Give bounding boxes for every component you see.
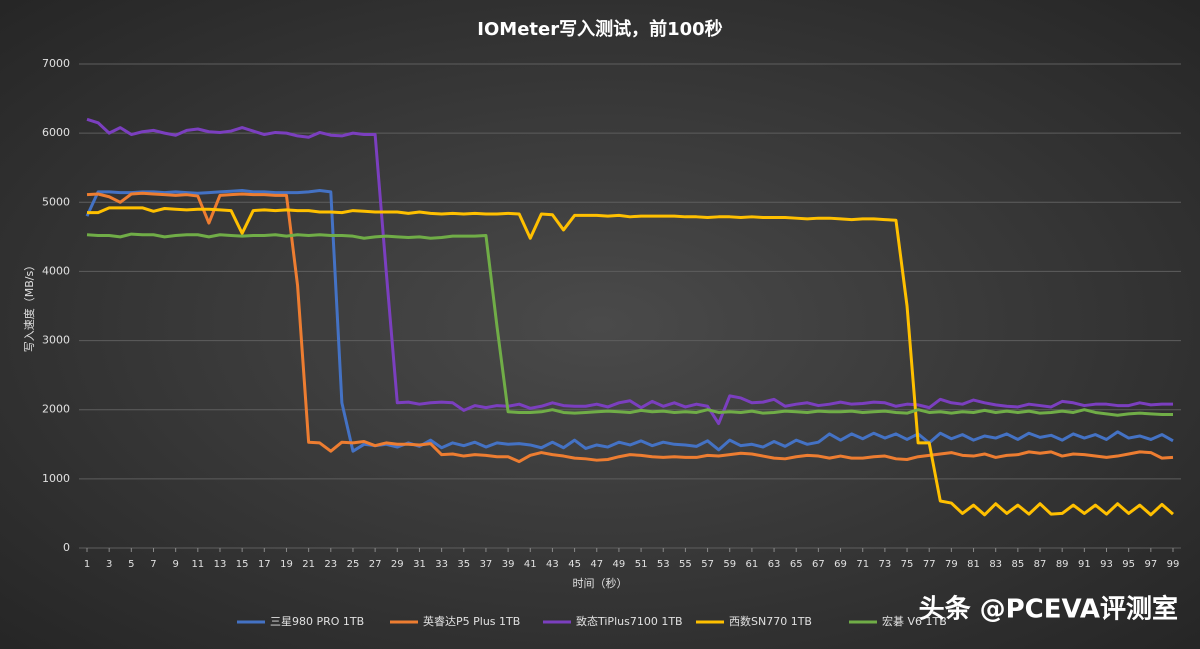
x-tick-label: 9 <box>172 559 178 570</box>
x-tick-label: 43 <box>546 559 559 570</box>
x-tick-label: 29 <box>391 559 404 570</box>
x-tick-label: 11 <box>191 559 204 570</box>
legend-label: 英睿达P5 Plus 1TB <box>423 614 520 628</box>
x-tick-label: 79 <box>945 559 958 570</box>
x-tick-label: 19 <box>280 559 293 570</box>
x-tick-label: 99 <box>1167 559 1180 570</box>
x-tick-label: 55 <box>679 559 692 570</box>
x-tick-label: 67 <box>812 559 825 570</box>
x-tick-label: 59 <box>723 559 736 570</box>
x-tick-label: 35 <box>457 559 470 570</box>
x-tick-label: 71 <box>856 559 869 570</box>
x-tick-label: 81 <box>967 559 980 570</box>
chart-title: IOMeter写入测试，前100秒 <box>477 18 722 40</box>
x-tick-label: 41 <box>524 559 537 570</box>
x-tick-label: 45 <box>568 559 581 570</box>
x-tick-label: 47 <box>590 559 603 570</box>
x-tick-label: 87 <box>1034 559 1047 570</box>
x-tick-label: 95 <box>1122 559 1135 570</box>
x-tick-label: 23 <box>324 559 337 570</box>
x-tick-label: 91 <box>1078 559 1091 570</box>
x-tick-label: 93 <box>1100 559 1113 570</box>
x-tick-label: 77 <box>923 559 936 570</box>
y-tick-label: 2000 <box>42 403 70 416</box>
x-tick-label: 65 <box>790 559 803 570</box>
series-line <box>86 191 1174 464</box>
x-axis-label: 时间（秒） <box>573 576 628 590</box>
x-tick-label: 69 <box>834 559 847 570</box>
x-tick-label: 7 <box>150 559 156 570</box>
series-line <box>87 206 1174 517</box>
x-tick-label: 15 <box>236 559 249 570</box>
x-tick-label: 75 <box>901 559 914 570</box>
x-tick-label: 53 <box>657 559 670 570</box>
legend-label: 致态TiPlus7100 1TB <box>576 614 683 628</box>
series-line <box>86 232 1173 417</box>
x-tick-label: 33 <box>435 559 448 570</box>
x-tick-label: 85 <box>1011 559 1024 570</box>
x-tick-label: 89 <box>1056 559 1069 570</box>
x-tick-label: 51 <box>635 559 648 570</box>
y-tick-label: 3000 <box>42 334 70 347</box>
x-tick-label: 57 <box>701 559 714 570</box>
x-tick-label: 3 <box>106 559 112 570</box>
y-tick-label: 5000 <box>42 195 70 208</box>
x-tick-label: 63 <box>768 559 781 570</box>
x-tick-label: 21 <box>302 559 315 570</box>
x-tick-label: 39 <box>502 559 515 570</box>
x-tick-label: 49 <box>613 559 626 570</box>
y-tick-label: 4000 <box>42 264 70 277</box>
y-tick-label: 0 <box>63 541 70 554</box>
x-tick-label: 31 <box>413 559 426 570</box>
x-tick-label: 5 <box>128 559 134 570</box>
x-tick-label: 37 <box>480 559 493 570</box>
x-tick-label: 1 <box>84 559 90 570</box>
legend: 三星980 PRO 1TB 英睿达P5 Plus 1TB 致态TiPlus7100 … <box>237 614 947 628</box>
y-tick-label: 6000 <box>42 126 70 139</box>
y-tick-label: 7000 <box>42 57 70 70</box>
x-tick-label: 83 <box>989 559 1002 570</box>
x-tick-label: 97 <box>1144 559 1157 570</box>
x-tick-label: 27 <box>369 559 382 570</box>
x-tick-label: 61 <box>746 559 759 570</box>
series-line <box>85 189 1174 453</box>
watermark: 头条 @PCEVA评测室 <box>919 594 1178 625</box>
legend-label: 西数SN770 1TB <box>729 615 812 628</box>
x-tick-label: 13 <box>214 559 227 570</box>
y-axis-label: 写入速度（MB/s） <box>22 260 36 352</box>
x-tick-label: 17 <box>258 559 271 570</box>
x-tick-label: 73 <box>879 559 892 570</box>
x-tick-label: 25 <box>347 559 360 570</box>
legend-label: 宏碁 V6 1TB <box>882 614 947 628</box>
series-line <box>86 117 1173 426</box>
legend-label: 三星980 PRO 1TB <box>270 615 364 628</box>
y-tick-label: 1000 <box>42 472 70 485</box>
